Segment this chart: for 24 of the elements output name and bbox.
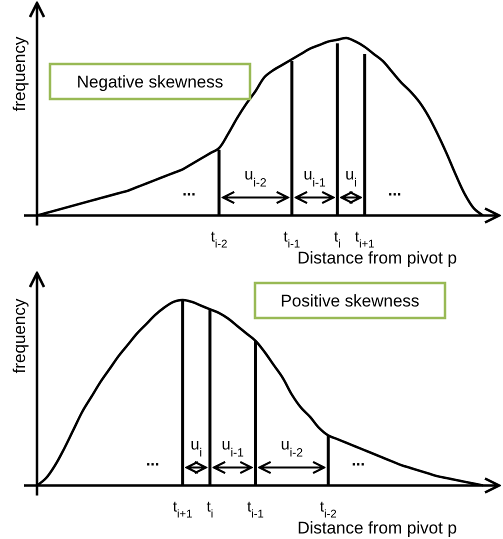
x-tick-label: t$_{i-1}$ [284,228,300,250]
x-axis-title: Distance from pivot p [297,518,457,537]
annotation: ... [388,182,402,200]
x-tick-label: t$_{i}$ [206,498,214,520]
annotation: ... [182,182,196,200]
annotation: u$_{i-1}$ [303,166,326,190]
x-tick-label: t$_{i-1}$ [247,498,264,520]
x-tick-label: t$_{i-2}$ [320,498,337,520]
annotation: ... [146,452,160,469]
x-tick-label: t$_{i-2}$ [210,228,228,250]
y-axis-title: frequency [10,298,29,373]
annotation: u$_{i-2}$ [280,436,304,459]
x-tick-label: t$_{i}$ [334,228,341,250]
x-axis-title: Distance from pivot p [297,248,457,268]
annotation: u$_{i}$ [345,166,357,190]
annotation: u$_{i}$ [190,436,202,459]
annotation: Positive skewness [280,291,420,310]
annotation: Negative skewness [76,72,224,92]
x-tick-label: t$_{i+1}$ [172,498,192,520]
annotation: ... [352,452,365,469]
annotation: u$_{i-1}$ [222,436,244,459]
y-axis-title: frequency [10,36,29,112]
annotation: u$_{i-2}$ [244,166,267,190]
x-tick-label: t$_{i+1}$ [354,228,374,250]
